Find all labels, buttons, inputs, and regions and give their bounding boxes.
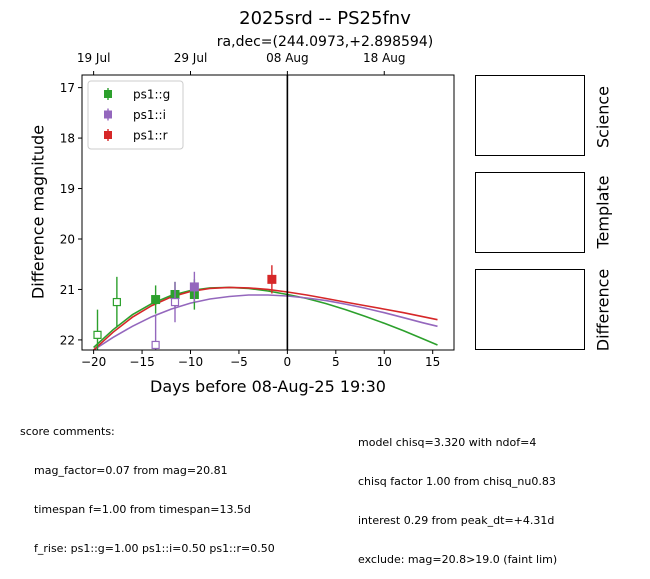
model-comment-line: interest 0.29 from peak_dt=+4.31d <box>358 514 555 527</box>
x-tick-label: −5 <box>230 355 248 369</box>
y-axis-label: Difference magnitude <box>28 124 48 300</box>
score-comment-line: timespan f=1.00 from timespan=13.5d <box>34 503 251 516</box>
science-panel <box>475 75 585 156</box>
model-curve-ps1-r <box>93 286 438 350</box>
y-tick-label: 22 <box>60 333 75 347</box>
model-comment-line: model chisq=3.320 with ndof=4 <box>358 436 537 449</box>
limit-point-ps1-g <box>93 330 102 339</box>
x-tick-label: −10 <box>178 355 203 369</box>
score-comments: score comments: mag_factor=0.07 from mag… <box>20 399 275 568</box>
x-tick-label: 15 <box>425 355 440 369</box>
top-tick-label: 18 Aug <box>363 51 406 65</box>
x-tick-label: 5 <box>332 355 340 369</box>
detection-point-ps1-i <box>189 282 199 292</box>
x-tick-label: 0 <box>284 355 292 369</box>
science-label: Science <box>593 85 613 149</box>
lightcurve-plot: −20 −15 −10 −5 0 5 10 15 17 18 19 20 21 22 19 Jul 29 Ju… <box>60 51 455 369</box>
top-tick-label: 29 Jul <box>174 51 208 65</box>
score-comment-line: mag_factor=0.07 from mag=20.81 <box>34 464 228 477</box>
y-tick-label: 20 <box>60 232 75 246</box>
template-panel <box>475 172 585 253</box>
difference-panel <box>475 269 585 350</box>
model-comments: model chisq=3.320 with ndof=4 chisq fact… <box>358 410 557 579</box>
chart-title: 2025srd -- PS25fnv <box>239 8 411 29</box>
model-curve-ps1-i <box>93 294 438 350</box>
score-comment-line: f_rise: ps1::g=1.00 ps1::i=0.50 ps1::r=0… <box>34 542 275 555</box>
model-curve-ps1-g <box>93 286 438 349</box>
chart-subtitle: ra,dec=(244.0973,+2.898594) <box>216 34 434 50</box>
top-tick-label: 08 Aug <box>266 51 309 65</box>
x-tick-label: −20 <box>81 355 106 369</box>
top-tick-label: 19 Jul <box>77 51 111 65</box>
template-label: Template <box>593 175 613 249</box>
y-tick-label: 18 <box>60 132 75 146</box>
y-tick-label: 17 <box>60 81 75 95</box>
legend-marker <box>104 131 112 139</box>
data-points <box>93 265 277 350</box>
model-curves <box>93 286 438 350</box>
limit-point-ps1-i <box>170 297 180 307</box>
plot-frame <box>81 74 455 351</box>
x-tick-label: 10 <box>377 355 392 369</box>
legend-marker <box>104 110 112 119</box>
x-tick-label: −15 <box>129 355 154 369</box>
model-comment-line: exclude: mag=20.8>19.0 (faint lim) <box>358 553 558 566</box>
model-comment-line: chisq factor 1.00 from chisq_nu0.83 <box>358 475 556 488</box>
y-tick-label: 21 <box>60 283 75 297</box>
difference-label: Difference <box>593 268 613 352</box>
detection-point-ps1-g <box>151 295 161 305</box>
legend-marker <box>104 90 112 98</box>
limit-point-ps1-i <box>151 340 160 350</box>
legend-label: ps1::i <box>133 108 166 122</box>
score-comments-header: score comments: <box>20 425 115 438</box>
limit-point-ps1-g <box>112 297 121 307</box>
legend-label: ps1::g <box>133 88 170 102</box>
legend-label: ps1::r <box>133 129 168 143</box>
detection-point-ps1-r <box>267 274 277 284</box>
y-tick-label: 19 <box>60 182 75 196</box>
x-axis-label: Days before 08-Aug-25 19:30 <box>150 377 386 396</box>
